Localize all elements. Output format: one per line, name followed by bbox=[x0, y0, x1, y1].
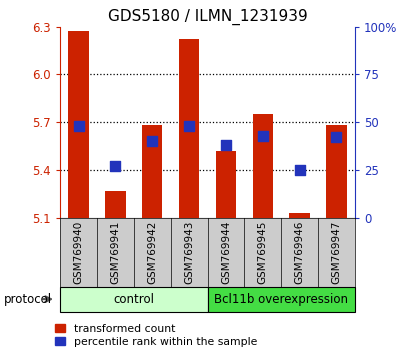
Point bbox=[259, 133, 266, 138]
Bar bbox=[179, 39, 199, 218]
Text: GSM769946: GSM769946 bbox=[295, 221, 305, 284]
Title: GDS5180 / ILMN_1231939: GDS5180 / ILMN_1231939 bbox=[107, 9, 308, 25]
Bar bbox=[105, 191, 126, 218]
Bar bbox=[216, 151, 236, 218]
Point bbox=[149, 138, 156, 144]
Bar bbox=[289, 213, 310, 218]
Text: GSM769942: GSM769942 bbox=[147, 221, 157, 284]
Text: control: control bbox=[113, 293, 154, 306]
Text: GSM769941: GSM769941 bbox=[110, 221, 120, 284]
Point bbox=[186, 123, 193, 129]
Bar bbox=[142, 125, 162, 218]
FancyBboxPatch shape bbox=[208, 287, 355, 312]
Text: Bcl11b overexpression: Bcl11b overexpression bbox=[214, 293, 348, 306]
Text: GSM769940: GSM769940 bbox=[73, 221, 83, 284]
Text: protocol: protocol bbox=[4, 293, 52, 306]
Point bbox=[112, 163, 119, 169]
Point bbox=[296, 167, 303, 173]
Point bbox=[222, 142, 229, 148]
Text: GSM769944: GSM769944 bbox=[221, 221, 231, 284]
Text: GSM769947: GSM769947 bbox=[332, 221, 342, 284]
Point bbox=[75, 123, 82, 129]
Text: GSM769943: GSM769943 bbox=[184, 221, 194, 284]
Bar bbox=[326, 125, 347, 218]
Legend: transformed count, percentile rank within the sample: transformed count, percentile rank withi… bbox=[55, 324, 257, 347]
Bar bbox=[253, 114, 273, 218]
Bar bbox=[68, 32, 89, 218]
Point bbox=[333, 135, 340, 140]
Text: GSM769945: GSM769945 bbox=[258, 221, 268, 284]
FancyBboxPatch shape bbox=[60, 287, 208, 312]
